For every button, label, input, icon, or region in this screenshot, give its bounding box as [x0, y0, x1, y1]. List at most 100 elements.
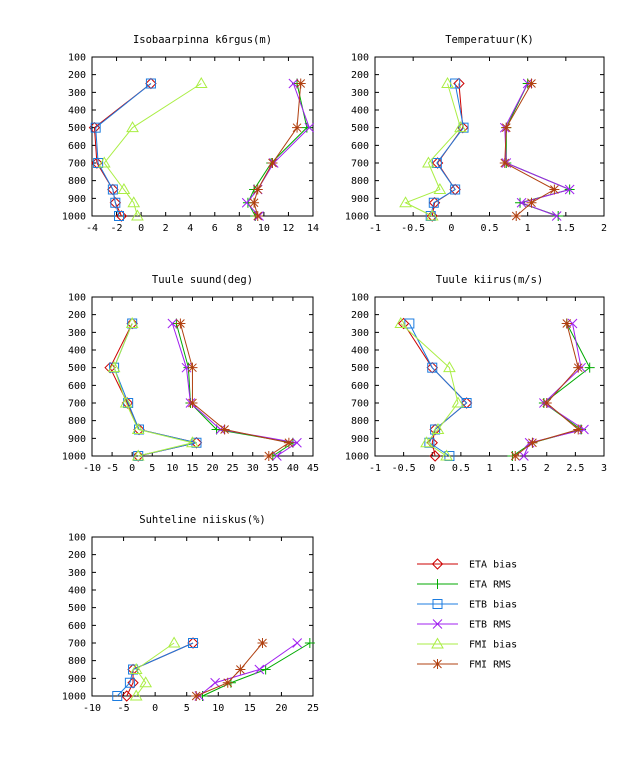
data-point — [167, 318, 178, 329]
data-point — [584, 362, 595, 373]
chart-panels: Isobaarpinna k6rgus(m)100200300400500600… — [62, 34, 607, 714]
data-point — [304, 122, 315, 133]
data-point — [145, 78, 156, 89]
chart-title: Isobaarpinna k6rgus(m) — [133, 34, 272, 46]
data-point — [249, 197, 260, 208]
y-tick-label: 1000 — [345, 212, 369, 223]
y-tick-label: 600 — [68, 621, 86, 632]
x-tick-label: 0 — [138, 223, 144, 234]
data-point — [107, 184, 118, 195]
y-tick-label: 300 — [68, 568, 86, 579]
data-point — [461, 398, 472, 408]
series-fmi-rms — [175, 318, 294, 461]
plot-frame — [91, 296, 314, 457]
data-point — [131, 209, 144, 221]
data-point — [431, 423, 445, 434]
data-point — [257, 638, 268, 648]
data-point — [129, 689, 143, 701]
data-point — [288, 78, 299, 89]
y-tick-label: 300 — [68, 328, 86, 339]
data-point — [97, 156, 111, 168]
x-tick-label: 2.5 — [566, 463, 584, 474]
x-tick-label: 0 — [429, 463, 435, 474]
y-tick-label: 900 — [351, 434, 369, 445]
y-tick-label: 900 — [68, 194, 86, 205]
data-point — [573, 362, 584, 373]
series-line — [179, 323, 291, 457]
data-point — [263, 451, 274, 461]
series-line — [171, 323, 299, 457]
series-fmi-rms — [499, 78, 560, 221]
y-tick-label: 300 — [68, 88, 86, 99]
panel-suhteline-niiskus: Suhteline niiskus(%)10020030040050060070… — [62, 514, 319, 714]
x-tick-label: 10 — [212, 703, 224, 714]
x-tick-label: 20 — [207, 463, 219, 474]
y-tick-label: 500 — [68, 363, 86, 374]
data-point — [119, 396, 133, 408]
series-line — [504, 83, 572, 217]
data-point — [188, 638, 199, 648]
x-tick-label: 12 — [282, 223, 294, 234]
series-line — [113, 323, 193, 457]
series-etb-rms — [518, 318, 589, 461]
y-tick-label: 100 — [351, 53, 369, 64]
y-tick-label: 200 — [68, 550, 86, 561]
data-point — [187, 398, 198, 408]
series-fmi-rms — [249, 78, 306, 221]
legend-marker — [431, 558, 444, 570]
data-point — [191, 691, 202, 701]
data-point — [121, 690, 133, 702]
panel-temperatuur-k: Temperatuur(K) 100 200 300 400 500 600 700 800 90… — [345, 34, 607, 234]
x-tick-label: 45 — [307, 463, 319, 474]
series-etb-rms — [167, 318, 302, 461]
x-tick-label: -5 — [106, 463, 118, 474]
data-point — [241, 197, 252, 208]
data-point — [551, 211, 562, 221]
x-tick-label: 1.5 — [557, 223, 575, 234]
data-point — [549, 184, 560, 195]
series-fmi-rms — [191, 638, 268, 701]
series-eta-rms — [242, 78, 312, 221]
series-etb-bias — [112, 638, 199, 701]
plot-frame — [91, 536, 314, 697]
series-etb-bias — [90, 78, 156, 221]
y-tick-label: 500 — [68, 123, 86, 134]
data-point — [110, 197, 121, 208]
data-point — [515, 197, 526, 208]
y-tick-label: 200 — [68, 310, 86, 321]
x-tick-label: 0 — [448, 223, 454, 234]
x-tick-label: 1.5 — [509, 463, 527, 474]
data-point — [131, 423, 145, 434]
y-tick-label: 700 — [351, 399, 369, 410]
y-tick-label: 400 — [351, 106, 369, 117]
x-tick-label: 2 — [163, 223, 169, 234]
chart-title: Tuule suund(deg) — [152, 274, 253, 286]
y-tick-label: 400 — [68, 106, 86, 117]
data-point — [210, 677, 220, 688]
series-fmi-bias — [129, 636, 181, 701]
series-line — [135, 642, 175, 697]
data-point — [124, 677, 135, 688]
x-tick-label: 10 — [166, 463, 178, 474]
y-tick-label: 700 — [68, 159, 86, 170]
x-tick-label: 15 — [244, 703, 256, 714]
data-point — [451, 396, 465, 408]
legend-label: ETA RMS — [469, 580, 511, 591]
data-point — [167, 636, 181, 648]
data-point — [441, 77, 454, 88]
series-eta-bias — [426, 77, 469, 222]
x-tick-label: 30 — [247, 463, 259, 474]
y-tick-label: 600 — [68, 141, 86, 152]
x-tick-label: 2 — [601, 223, 607, 234]
x-tick-label: 0.5 — [480, 223, 498, 234]
y-tick-label: 300 — [351, 88, 369, 99]
series-eta-rms — [197, 638, 315, 701]
y-tick-label: 700 — [68, 639, 86, 650]
series-etb-rms — [241, 78, 315, 221]
data-point — [125, 317, 139, 328]
y-tick-label: 600 — [351, 381, 369, 392]
series-line — [195, 642, 263, 697]
series-etb-rms — [194, 638, 303, 701]
data-point — [516, 197, 527, 208]
series-fmi-bias — [97, 77, 208, 221]
